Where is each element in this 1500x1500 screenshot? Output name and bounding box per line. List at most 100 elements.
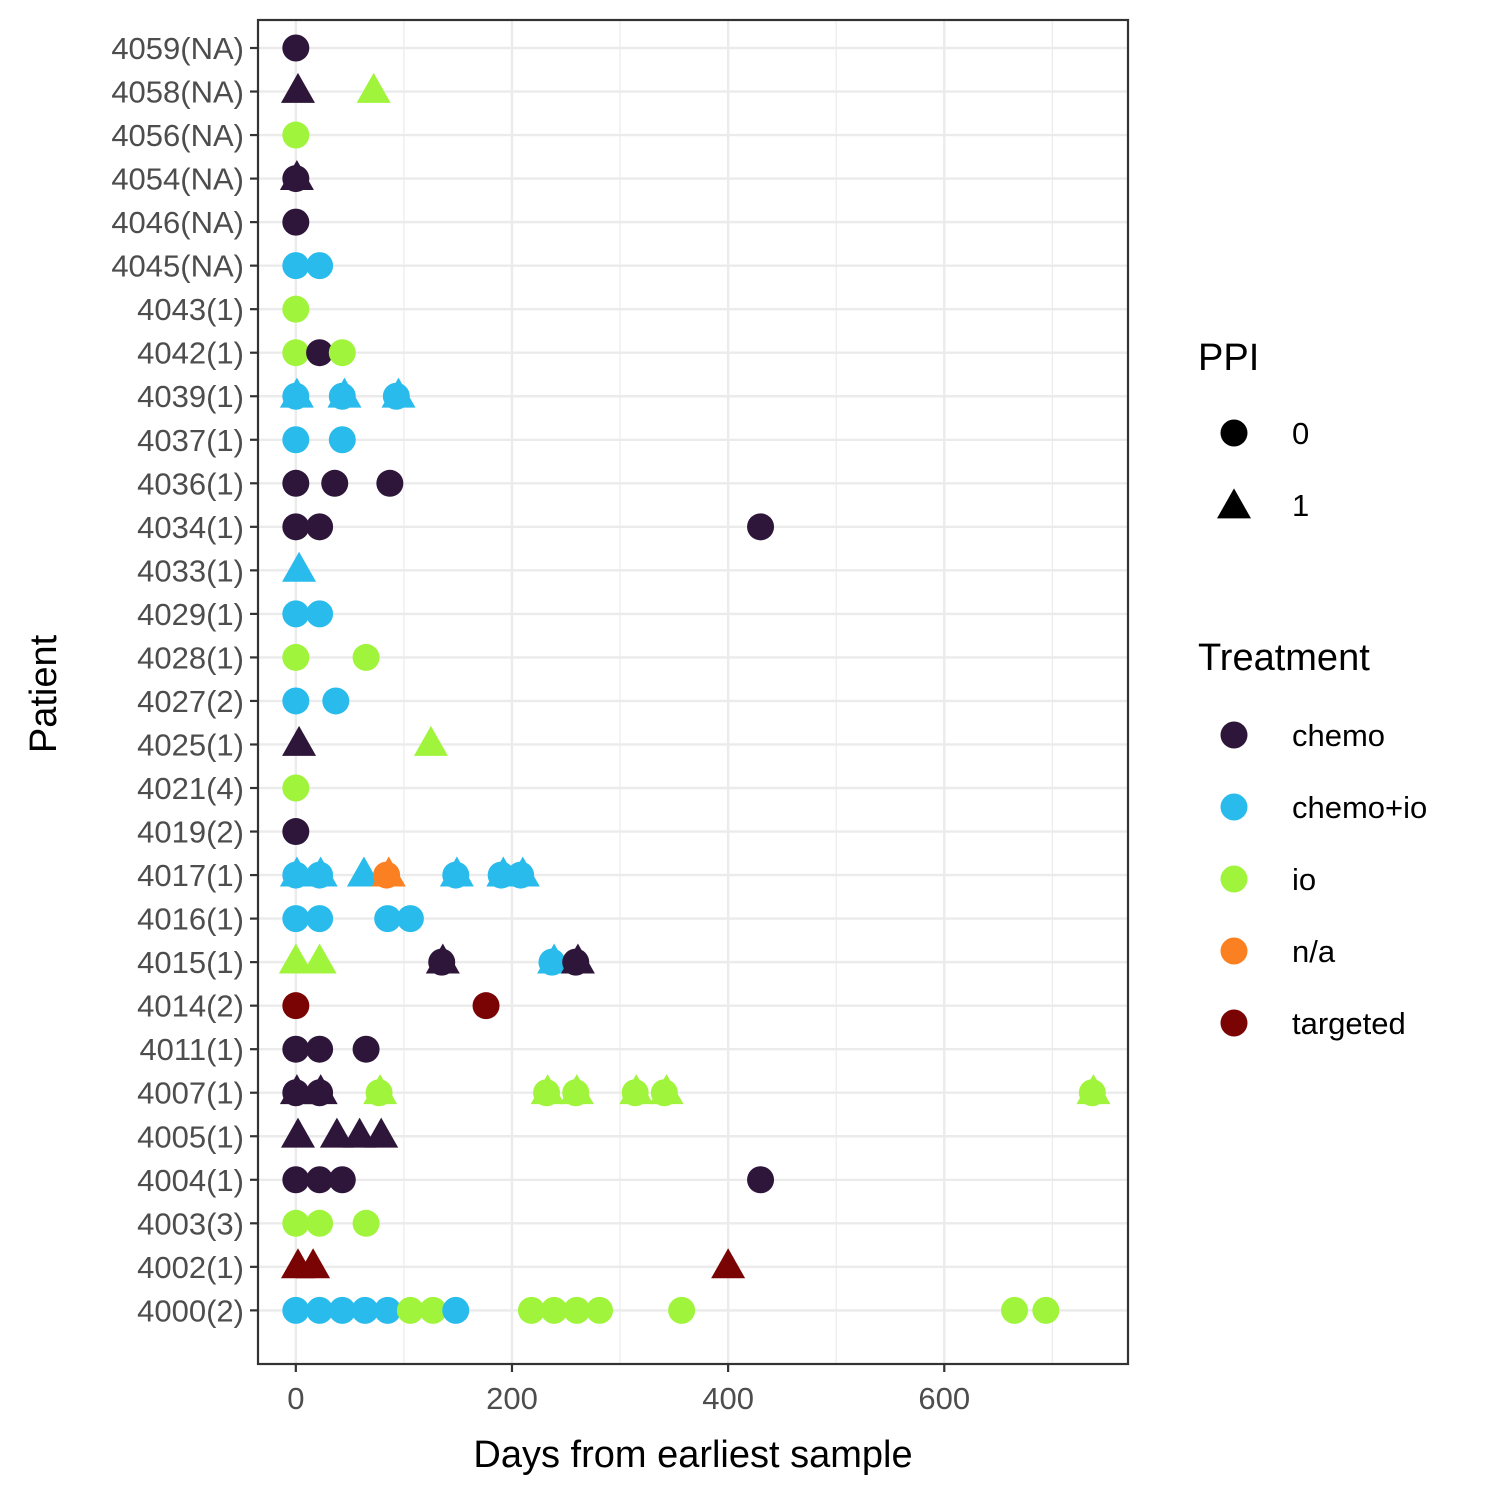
data-point-circle (306, 513, 334, 541)
y-tick-label: 4000(2) (137, 1293, 244, 1328)
x-axis-tick-labels: 0 200 400 600 (287, 1364, 970, 1416)
data-point-triangle (363, 1074, 398, 1105)
y-axis-title: Patient (23, 634, 65, 753)
y-tick-label: 4005(1) (137, 1119, 244, 1154)
data-point-circle (747, 513, 775, 541)
x-tick-label: 0 (287, 1381, 304, 1416)
data-point-circle (282, 1166, 310, 1194)
x-axis-title: Days from earliest sample (473, 1434, 912, 1476)
y-tick-label: 4058(NA) (111, 75, 244, 110)
y-tick-label: 4019(2) (137, 815, 244, 850)
data-point-circle (306, 1035, 334, 1063)
legend-key-circle (1220, 419, 1248, 447)
y-axis-tick-labels: 4000(2) 4002(1) 4003(3) 4004(1) 4005(1) 4007(… (111, 31, 258, 1328)
data-point-circle (282, 469, 310, 497)
data-point-triangle (711, 1248, 746, 1279)
data-point-circle (306, 252, 334, 280)
data-point-circle (540, 1296, 568, 1324)
legend-key-triangle (1217, 488, 1251, 519)
data-point-circle (374, 1296, 402, 1324)
data-point-triangle (560, 943, 595, 974)
data-point-triangle (619, 1074, 654, 1105)
legend-title-ppi: PPI (1198, 337, 1259, 379)
data-point-circle (328, 1296, 356, 1324)
legend-key-treatment (1220, 793, 1248, 821)
data-point-circle (376, 469, 404, 497)
y-tick-label: 4016(1) (137, 902, 244, 937)
data-point-triangle (303, 1074, 338, 1105)
data-point-triangle (296, 1248, 331, 1279)
data-point-circle (321, 469, 349, 497)
data-point-circle (282, 252, 310, 280)
data-point-circle (282, 339, 310, 367)
data-point-circle (282, 992, 310, 1020)
data-point-triangle (346, 856, 381, 887)
data-point-circle (306, 1296, 334, 1324)
plot-panel (256, 18, 1130, 1366)
y-tick-label: 4056(NA) (111, 118, 244, 153)
data-point-triangle (278, 943, 313, 974)
legend-title-treatment: Treatment (1198, 637, 1370, 679)
data-point-circle (472, 992, 500, 1020)
legend-label-ppi: 0 (1292, 416, 1309, 451)
data-point-triangle (371, 856, 406, 887)
legend-key-treatment (1220, 865, 1248, 893)
data-point-triangle (327, 377, 362, 408)
data-point-circle (282, 513, 310, 541)
x-tick-label: 200 (486, 1381, 538, 1416)
data-point-circle (282, 121, 310, 149)
legend-key-treatment (1220, 1009, 1248, 1037)
y-tick-label: 4011(1) (139, 1032, 244, 1067)
data-point-circle (351, 1296, 379, 1324)
y-tick-label: 4015(1) (137, 945, 244, 980)
y-tick-label: 4007(1) (137, 1076, 244, 1111)
y-tick-label: 4043(1) (137, 292, 244, 327)
data-point-triangle (381, 377, 416, 408)
legend-label-treatment: chemo+io (1292, 790, 1427, 825)
data-point-circle (306, 905, 334, 933)
data-point-circle (282, 426, 310, 454)
data-point-circle (282, 1035, 310, 1063)
legend-label-treatment: n/a (1292, 934, 1336, 969)
legend-label-ppi: 1 (1292, 488, 1309, 523)
y-tick-label: 4054(NA) (111, 162, 244, 197)
y-tick-label: 4045(NA) (111, 249, 244, 284)
data-point-circle (306, 600, 334, 628)
legend-key-treatment (1220, 937, 1248, 965)
data-point-circle (442, 1296, 470, 1324)
data-point-triangle (319, 1117, 354, 1148)
data-point-triangle (280, 72, 315, 103)
y-tick-label: 4021(4) (137, 771, 244, 806)
data-point-triangle (282, 551, 317, 582)
data-point-triangle (280, 1117, 315, 1148)
data-point-circle (282, 34, 310, 62)
legend: PPI Treatment 0 1 chemo chemo+io io n/a target… (1198, 337, 1427, 1041)
data-point-triangle (537, 943, 572, 974)
data-point-circle (352, 1035, 380, 1063)
data-point-triangle (282, 725, 317, 756)
data-point-circle (352, 643, 380, 671)
y-tick-label: 4017(1) (137, 858, 244, 893)
y-tick-label: 4034(1) (137, 510, 244, 545)
legend-label-treatment: targeted (1292, 1006, 1406, 1041)
y-tick-label: 4002(1) (137, 1250, 244, 1285)
y-tick-label: 4039(1) (137, 379, 244, 414)
data-point-triangle (303, 856, 338, 887)
data-point-circle (328, 339, 356, 367)
x-tick-label: 400 (702, 1381, 754, 1416)
y-tick-label: 4036(1) (137, 466, 244, 501)
data-point-triangle (530, 1074, 565, 1105)
data-point-circle (517, 1296, 545, 1324)
data-point-circle (282, 818, 310, 846)
data-point-triangle (302, 943, 337, 974)
data-point-triangle (364, 1117, 399, 1148)
data-point-triangle (356, 72, 391, 103)
data-point-triangle (279, 377, 314, 408)
data-point-circle (328, 426, 356, 454)
y-tick-label: 4004(1) (137, 1163, 244, 1198)
data-point-triangle (279, 856, 314, 887)
data-point-circle (1032, 1296, 1060, 1324)
data-point-triangle (413, 725, 448, 756)
data-point-triangle (505, 856, 540, 887)
